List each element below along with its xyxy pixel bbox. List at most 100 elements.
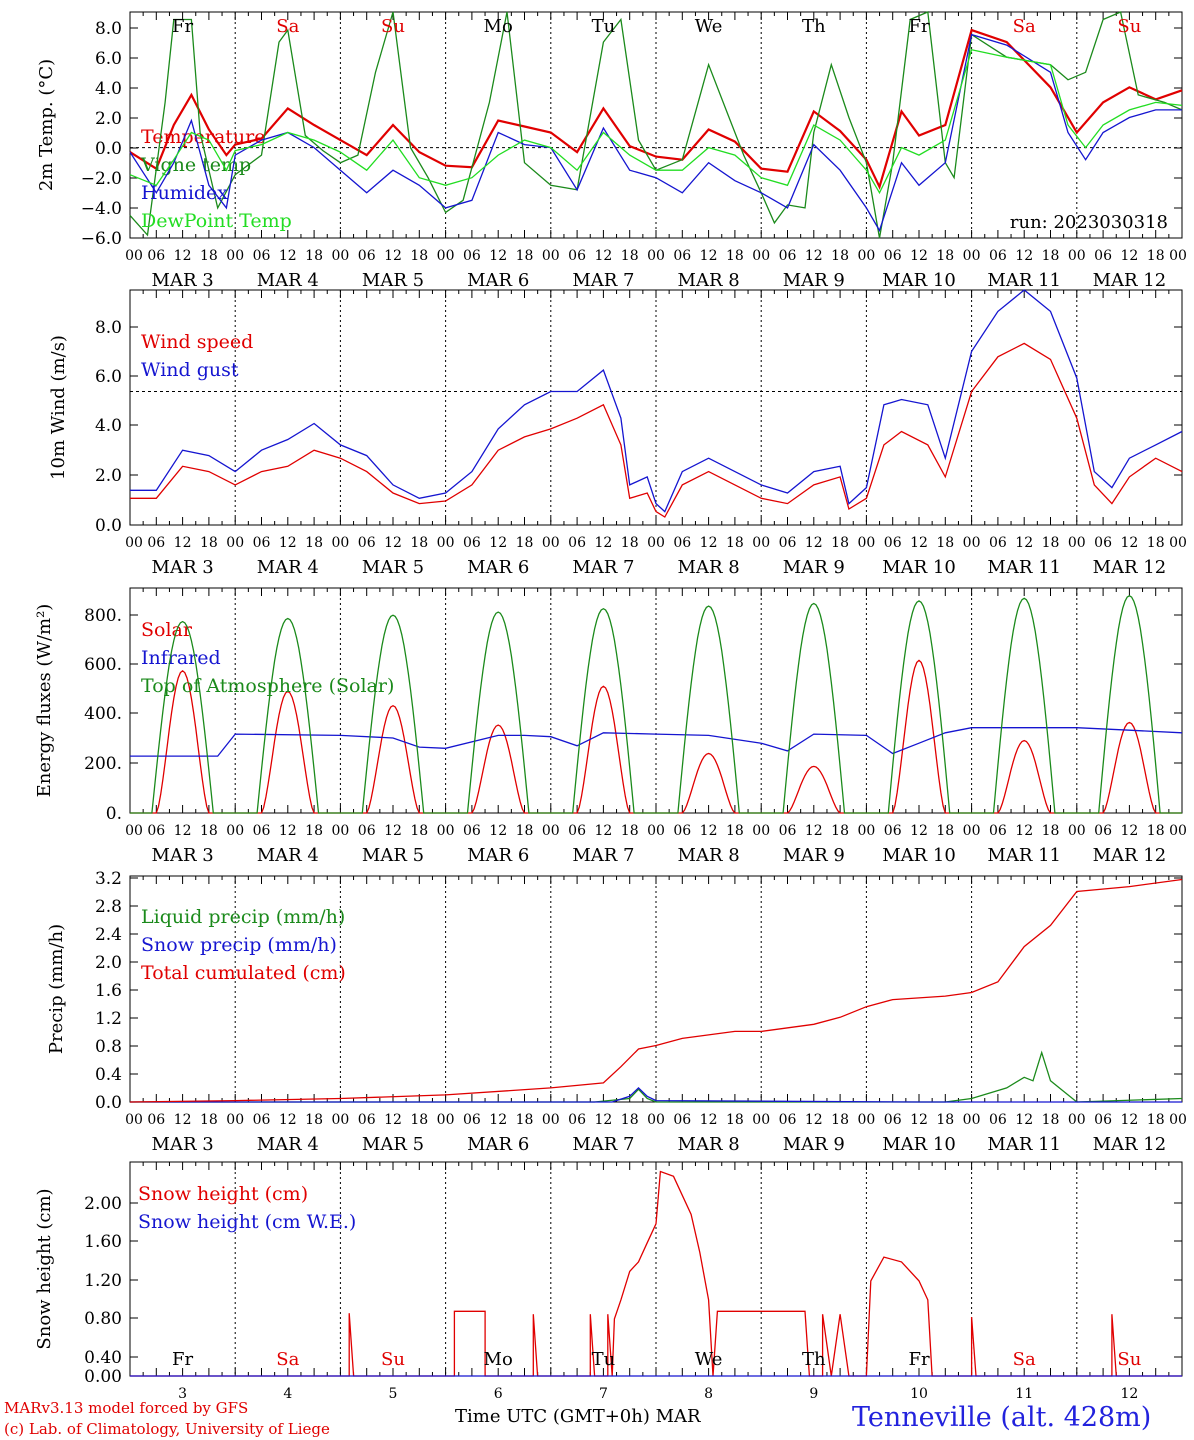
hour-tick-label: 12 (700, 248, 718, 264)
hour-tick-label: 06 (358, 823, 376, 839)
series-line-temperature (129, 28, 1183, 190)
series-line-wind-gust (130, 289, 1183, 513)
series-line-top-of-atmosphere-solar- (130, 595, 1182, 814)
series-line-liquid-precip-mm-h- (130, 1050, 1183, 1103)
hour-tick-label: 00 (857, 1112, 875, 1128)
y-tick-label: 3.2 (95, 869, 122, 889)
hour-tick-label: 06 (779, 535, 797, 551)
day-number-label: 11 (1015, 1386, 1033, 1402)
day-number-label: 3 (178, 1386, 187, 1402)
day-label: MAR 5 (362, 845, 424, 866)
y-tick-label: 1.60 (84, 1232, 122, 1252)
hour-tick-label: 12 (279, 248, 297, 264)
day-label: MAR 10 (882, 557, 956, 578)
hour-tick-label: 18 (936, 248, 954, 264)
legend-label: Snow height (cm W.E.) (138, 1211, 356, 1233)
y-tick-label: 0.0 (95, 516, 122, 536)
hour-tick-label: 12 (1120, 248, 1138, 264)
hour-tick-label: 00 (226, 248, 244, 264)
hour-tick-label: 06 (568, 1112, 586, 1128)
hour-tick-label: 12 (805, 1112, 823, 1128)
weekday-label-bottom: Su (381, 1349, 405, 1370)
hour-tick-label: 12 (489, 1112, 507, 1128)
hour-tick-label: 06 (884, 535, 902, 551)
day-label: MAR 8 (678, 1134, 740, 1155)
hour-tick-label: 06 (358, 1112, 376, 1128)
hour-tick-label: 12 (489, 823, 507, 839)
day-number-label: 7 (599, 1386, 608, 1402)
hour-tick-label: 06 (253, 248, 271, 264)
hour-tick-label: 00 (1068, 1112, 1086, 1128)
hour-tick-label: 00 (331, 535, 349, 551)
hour-tick-label: 06 (884, 823, 902, 839)
day-label: MAR 6 (467, 1134, 529, 1155)
weekday-label-top: Su (381, 16, 405, 37)
hour-tick-label: 06 (779, 1112, 797, 1128)
hour-tick-label: 18 (305, 1112, 323, 1128)
hour-tick-label: 00 (1169, 823, 1187, 839)
weekday-label-top: Su (1117, 16, 1141, 37)
hour-tick-label: 12 (279, 823, 297, 839)
hour-tick-label: 06 (779, 823, 797, 839)
hour-tick-label: 00 (1068, 535, 1086, 551)
hour-tick-label: 18 (621, 248, 639, 264)
y-tick-label: 2.0 (95, 109, 122, 129)
hour-tick-label: 12 (279, 535, 297, 551)
day-label: MAR 6 (467, 557, 529, 578)
day-label: MAR 10 (882, 1134, 956, 1155)
hour-tick-label: 06 (358, 248, 376, 264)
day-label: MAR 5 (362, 270, 424, 291)
day-label: MAR 12 (1093, 845, 1167, 866)
hour-tick-label: 12 (279, 1112, 297, 1128)
hour-tick-label: 00 (437, 535, 455, 551)
legend-label: Humidex (141, 182, 228, 204)
day-label: MAR 3 (152, 1134, 214, 1155)
hour-tick-label: 12 (384, 248, 402, 264)
hour-tick-label: 00 (1068, 248, 1086, 264)
weekday-label-top: Th (802, 16, 826, 37)
hour-tick-label: 00 (437, 248, 455, 264)
day-label: MAR 9 (783, 1134, 845, 1155)
hour-tick-label: 06 (884, 1112, 902, 1128)
hour-tick-label: 18 (200, 248, 218, 264)
hour-tick-label: 06 (673, 535, 691, 551)
y-tick-label: 0.00 (84, 1367, 122, 1387)
hour-tick-label: 00 (542, 1112, 560, 1128)
legend-label: Liquid precip (mm/h) (141, 906, 345, 928)
hour-tick-label: 06 (147, 535, 165, 551)
y-tick-label: 1.6 (95, 981, 122, 1001)
hour-tick-label: 18 (305, 823, 323, 839)
hour-tick-label: 12 (805, 248, 823, 264)
hour-tick-label: 06 (463, 248, 481, 264)
y-tick-label: 2.00 (84, 1194, 122, 1214)
hour-tick-label: 12 (1015, 248, 1033, 264)
y-tick-label: 0.0 (95, 139, 122, 159)
legend-label: Top of Atmosphere (Solar) (141, 675, 394, 697)
hour-tick-label: 18 (1147, 535, 1165, 551)
hour-tick-label: 00 (437, 823, 455, 839)
y-tick-label: −6.0 (81, 229, 122, 249)
model-credit-text: MARv3.13 model forced by GFS (4, 1399, 249, 1417)
day-label: MAR 9 (783, 557, 845, 578)
hour-tick-label: 18 (1042, 535, 1060, 551)
hour-tick-label: 00 (542, 823, 560, 839)
day-label: MAR 12 (1093, 1134, 1167, 1155)
y-axis-label: Snow height (cm) (34, 1188, 55, 1349)
y-tick-label: 1.20 (84, 1271, 122, 1291)
hour-tick-label: 12 (174, 535, 192, 551)
day-number-label: 5 (389, 1386, 398, 1402)
hour-tick-label: 00 (1169, 248, 1187, 264)
y-tick-label: −4.0 (81, 199, 122, 219)
hour-tick-label: 12 (384, 823, 402, 839)
day-label: MAR 4 (257, 1134, 319, 1155)
hour-tick-label: 00 (752, 248, 770, 264)
hour-tick-label: 00 (857, 823, 875, 839)
y-tick-label: 1.2 (95, 1009, 122, 1029)
hour-tick-label: 12 (910, 535, 928, 551)
hour-tick-label: 00 (647, 535, 665, 551)
legend-label: Wind speed (141, 331, 253, 353)
hour-tick-label: 18 (1042, 1112, 1060, 1128)
hour-tick-label: 12 (174, 1112, 192, 1128)
hour-tick-label: 00 (125, 823, 143, 839)
